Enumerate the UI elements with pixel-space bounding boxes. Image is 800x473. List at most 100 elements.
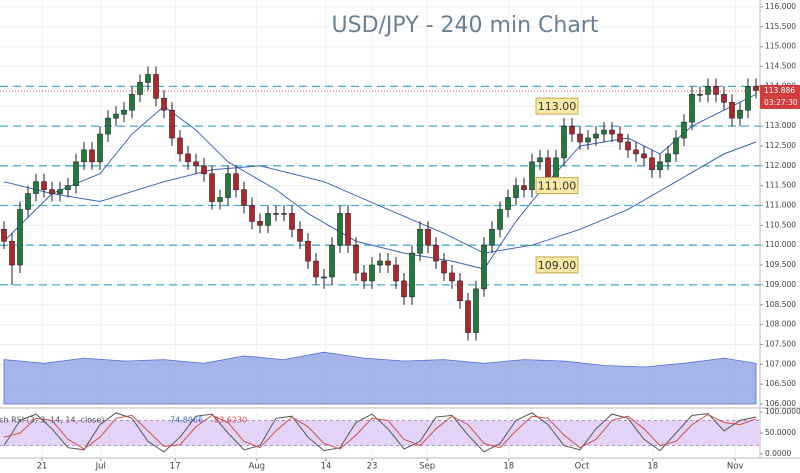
candle-body — [481, 244, 487, 290]
candle-body — [513, 185, 519, 198]
y-tick-label: 108.500 — [765, 300, 796, 309]
candle-body — [265, 213, 271, 226]
candle-body — [729, 101, 735, 119]
chart-title: USD/JPY - 240 min Chart — [332, 13, 599, 38]
stoch-readout: 83.6230 — [214, 416, 247, 425]
candle-body — [465, 300, 471, 333]
y-tick-label: 107.000 — [765, 359, 796, 368]
candle-body — [49, 189, 55, 194]
price-tag — [760, 84, 800, 97]
candle-body — [313, 260, 319, 278]
y-tick-label: 112.000 — [765, 161, 796, 170]
candle-body — [601, 129, 607, 135]
candle-body — [81, 149, 87, 163]
candle-body — [649, 157, 655, 171]
volume-area — [3, 351, 757, 405]
candle-body — [289, 213, 295, 230]
candle-body — [561, 125, 567, 159]
candle-body — [105, 117, 111, 135]
moving-average — [3, 141, 757, 254]
candle-body — [161, 98, 167, 111]
x-tick-label: 17 — [170, 462, 181, 472]
candle-body — [57, 189, 63, 194]
stoch-tick-label: 50.0000 — [765, 428, 796, 437]
level-label: 113.00 — [538, 100, 577, 113]
candle-body — [41, 181, 47, 190]
price-tag-label: 113.886 — [764, 86, 795, 95]
x-tick-label: 23 — [367, 462, 378, 472]
stoch-tick-label: 0.0000 — [765, 449, 791, 458]
candle-body — [657, 161, 663, 171]
x-tick-label: Oct — [575, 462, 590, 472]
candle-body — [537, 157, 543, 163]
candle-body — [353, 244, 359, 274]
candle-body — [97, 133, 103, 163]
stoch-band — [0, 420, 760, 446]
candle-body — [441, 260, 447, 274]
x-tick-label: Sep — [419, 462, 435, 472]
y-tick-label: 109.500 — [765, 260, 796, 269]
candle-body — [113, 113, 119, 119]
candle-body — [169, 109, 175, 139]
candle-body — [297, 229, 303, 242]
candle-body — [473, 288, 479, 333]
candle-body — [753, 86, 759, 91]
stoch-line — [3, 413, 757, 450]
candle-body — [217, 197, 223, 202]
candle-body — [369, 264, 375, 282]
y-tick-label: 109.000 — [765, 280, 796, 289]
candle-body — [129, 94, 135, 111]
candle-body — [121, 109, 127, 115]
candle-body — [241, 189, 247, 206]
candle-body — [177, 137, 183, 155]
candle-body — [225, 173, 231, 198]
candle-body — [321, 276, 327, 279]
level-label-box — [535, 97, 579, 115]
candle-body — [17, 209, 23, 266]
candle-body — [545, 157, 551, 179]
stoch-readout: 74.8966 — [170, 416, 203, 425]
candle-body — [529, 161, 535, 190]
candle-body — [409, 252, 415, 298]
y-tick-label: 116.000 — [765, 2, 796, 11]
candle-body — [25, 193, 31, 210]
x-tick-label: Nov — [727, 462, 744, 472]
x-tick-label: 18 — [503, 462, 514, 472]
y-tick-label: 115.000 — [765, 42, 796, 51]
candle-body — [249, 205, 255, 222]
candle-body — [1, 229, 7, 242]
candle-body — [201, 165, 207, 175]
candle-body — [737, 109, 743, 119]
time-tag — [760, 96, 800, 109]
candle-body — [633, 149, 639, 155]
stoch-header: Stoch RSI (3, 3, 14, 14, close) — [0, 416, 104, 425]
candle-body — [209, 173, 215, 202]
candle-body — [673, 137, 679, 155]
candle-body — [137, 82, 143, 95]
candle-body — [65, 185, 71, 190]
y-tick-label: 108.000 — [765, 320, 796, 329]
candle-body — [257, 221, 263, 226]
level-label-box — [535, 256, 579, 274]
candle-body — [401, 280, 407, 298]
candle-body — [489, 229, 495, 246]
candle-body — [73, 161, 79, 186]
y-tick-label: 110.000 — [765, 240, 796, 249]
candle-body — [713, 86, 719, 95]
level-label-box — [535, 177, 579, 194]
candle-body — [185, 153, 191, 163]
candle-body — [593, 133, 599, 139]
candle-body — [705, 86, 711, 95]
candle-body — [145, 74, 151, 83]
candle-body — [33, 181, 39, 194]
y-tick-label: 107.500 — [765, 339, 796, 348]
x-tick-label: Aug — [248, 462, 265, 472]
candle-body — [433, 244, 439, 262]
candle-body — [153, 74, 159, 99]
candle-body — [521, 185, 527, 190]
y-tick-label: 113.000 — [765, 121, 796, 130]
candle-body — [425, 229, 431, 246]
time-tag-label: 03:27:30 — [764, 98, 798, 107]
